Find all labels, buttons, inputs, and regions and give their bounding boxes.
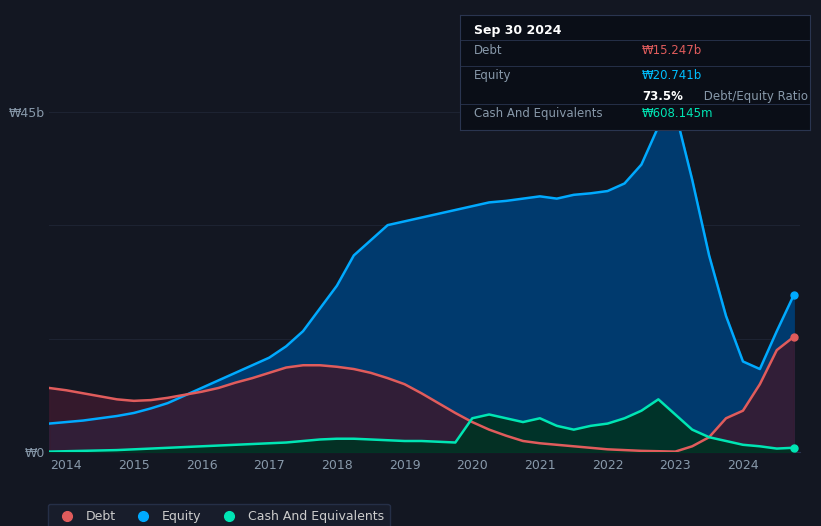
Text: Sep 30 2024: Sep 30 2024 [474, 24, 562, 37]
Text: 73.5%: 73.5% [642, 90, 683, 103]
Text: ₩20.741b: ₩20.741b [642, 69, 702, 82]
Text: ₩15.247b: ₩15.247b [642, 44, 702, 57]
Text: Debt: Debt [474, 44, 502, 57]
Legend: Debt, Equity, Cash And Equivalents: Debt, Equity, Cash And Equivalents [48, 504, 390, 526]
Text: Equity: Equity [474, 69, 511, 82]
Text: Debt/Equity Ratio: Debt/Equity Ratio [699, 90, 808, 103]
Text: Cash And Equivalents: Cash And Equivalents [474, 107, 603, 120]
Text: ₩608.145m: ₩608.145m [642, 107, 713, 120]
